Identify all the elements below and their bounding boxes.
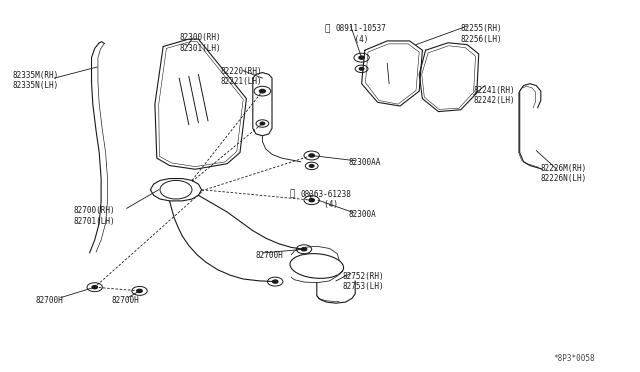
Text: *8P3*0058: *8P3*0058 (554, 354, 595, 363)
Text: 82335M(RH)
82335N(LH): 82335M(RH) 82335N(LH) (13, 71, 59, 90)
Text: Ⓢ: Ⓢ (289, 190, 294, 199)
Text: ⓝ: ⓝ (324, 24, 330, 33)
Text: 82255(RH)
82256(LH): 82255(RH) 82256(LH) (461, 24, 502, 44)
Text: 82700H: 82700H (35, 296, 63, 305)
Circle shape (260, 122, 265, 125)
Circle shape (359, 67, 364, 70)
Circle shape (273, 280, 278, 283)
Text: 82752(RH)
82753(LH): 82752(RH) 82753(LH) (342, 272, 384, 291)
Text: 82300A: 82300A (349, 210, 376, 219)
Circle shape (301, 248, 307, 251)
Circle shape (309, 199, 314, 202)
Text: 08363-61238
     (4): 08363-61238 (4) (301, 190, 351, 209)
Text: 08911-10537
    (4): 08911-10537 (4) (336, 24, 387, 44)
Text: 82220(RH)
82221(LH): 82220(RH) 82221(LH) (221, 67, 262, 86)
Circle shape (92, 286, 97, 289)
Circle shape (309, 154, 314, 157)
Text: 82700H: 82700H (112, 296, 140, 305)
Text: 82700(RH)
82701(LH): 82700(RH) 82701(LH) (74, 206, 115, 226)
Circle shape (310, 164, 314, 167)
Circle shape (359, 56, 364, 59)
Text: 82300(RH)
82301(LH): 82300(RH) 82301(LH) (179, 33, 221, 53)
Text: 82226M(RH)
82226N(LH): 82226M(RH) 82226N(LH) (541, 164, 587, 183)
Circle shape (137, 289, 142, 292)
Circle shape (259, 89, 266, 93)
Text: 82700H: 82700H (256, 251, 284, 260)
Text: 82241(RH)
82242(LH): 82241(RH) 82242(LH) (474, 86, 515, 105)
Text: 82300AA: 82300AA (349, 158, 381, 167)
